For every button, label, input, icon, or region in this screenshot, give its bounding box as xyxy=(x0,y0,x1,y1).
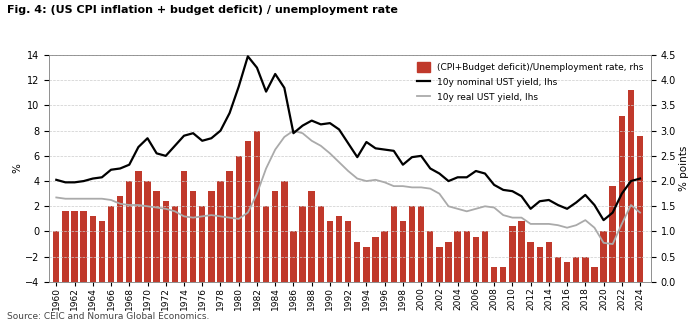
Bar xyxy=(153,191,160,282)
Bar xyxy=(436,247,442,282)
Bar xyxy=(363,247,370,282)
Bar xyxy=(637,136,643,282)
Bar xyxy=(418,206,424,282)
Bar xyxy=(290,231,297,282)
Bar xyxy=(427,231,433,282)
Bar xyxy=(53,231,60,282)
Bar xyxy=(254,131,260,282)
Bar xyxy=(582,257,589,282)
Text: Source: CEIC and Nomura Global Economics.: Source: CEIC and Nomura Global Economics… xyxy=(7,312,209,321)
Bar xyxy=(500,267,506,282)
Bar xyxy=(162,201,169,282)
Bar xyxy=(318,206,324,282)
Bar xyxy=(300,206,306,282)
Bar xyxy=(509,226,515,282)
Bar xyxy=(382,231,388,282)
Bar xyxy=(454,231,461,282)
Y-axis label: %: % xyxy=(12,164,22,173)
Bar xyxy=(144,181,150,282)
Bar xyxy=(217,181,224,282)
Bar xyxy=(601,231,607,282)
Legend: (CPI+Budget deficit)/Unemployment rate, rhs, 10y nominal UST yield, lhs, 10y rea: (CPI+Budget deficit)/Unemployment rate, … xyxy=(414,60,647,105)
Bar xyxy=(564,262,570,282)
Bar xyxy=(62,211,69,282)
Bar xyxy=(354,242,360,282)
Bar xyxy=(619,116,625,282)
Bar xyxy=(135,171,141,282)
Bar xyxy=(491,267,497,282)
Bar xyxy=(345,221,351,282)
Bar xyxy=(108,206,114,282)
Bar xyxy=(226,171,233,282)
Bar xyxy=(545,242,552,282)
Bar xyxy=(400,221,406,282)
Bar xyxy=(99,221,105,282)
Bar xyxy=(628,90,634,282)
Bar xyxy=(518,221,525,282)
Bar xyxy=(482,231,488,282)
Bar xyxy=(592,267,598,282)
Bar xyxy=(208,191,214,282)
Bar xyxy=(199,206,205,282)
Bar xyxy=(555,257,561,282)
Bar xyxy=(336,216,342,282)
Bar xyxy=(126,181,132,282)
Bar xyxy=(244,141,251,282)
Bar xyxy=(445,242,452,282)
Bar xyxy=(527,242,534,282)
Bar xyxy=(272,191,279,282)
Bar xyxy=(117,196,123,282)
Bar xyxy=(281,181,288,282)
Bar xyxy=(573,257,580,282)
Bar xyxy=(263,206,270,282)
Bar xyxy=(309,191,315,282)
Bar xyxy=(190,191,196,282)
Bar xyxy=(536,247,543,282)
Bar xyxy=(172,206,178,282)
Text: Fig. 4: (US CPI inflation + budget deficit) / unemployment rate: Fig. 4: (US CPI inflation + budget defic… xyxy=(7,5,398,15)
Bar xyxy=(610,186,616,282)
Bar xyxy=(181,171,187,282)
Bar xyxy=(409,206,415,282)
Bar xyxy=(372,237,379,282)
Bar xyxy=(327,221,333,282)
Bar xyxy=(90,216,96,282)
Bar xyxy=(473,237,479,282)
Bar xyxy=(391,206,397,282)
Bar xyxy=(235,156,242,282)
Bar xyxy=(71,211,78,282)
Bar xyxy=(80,211,87,282)
Bar xyxy=(463,231,470,282)
Y-axis label: % points: % points xyxy=(679,146,689,191)
